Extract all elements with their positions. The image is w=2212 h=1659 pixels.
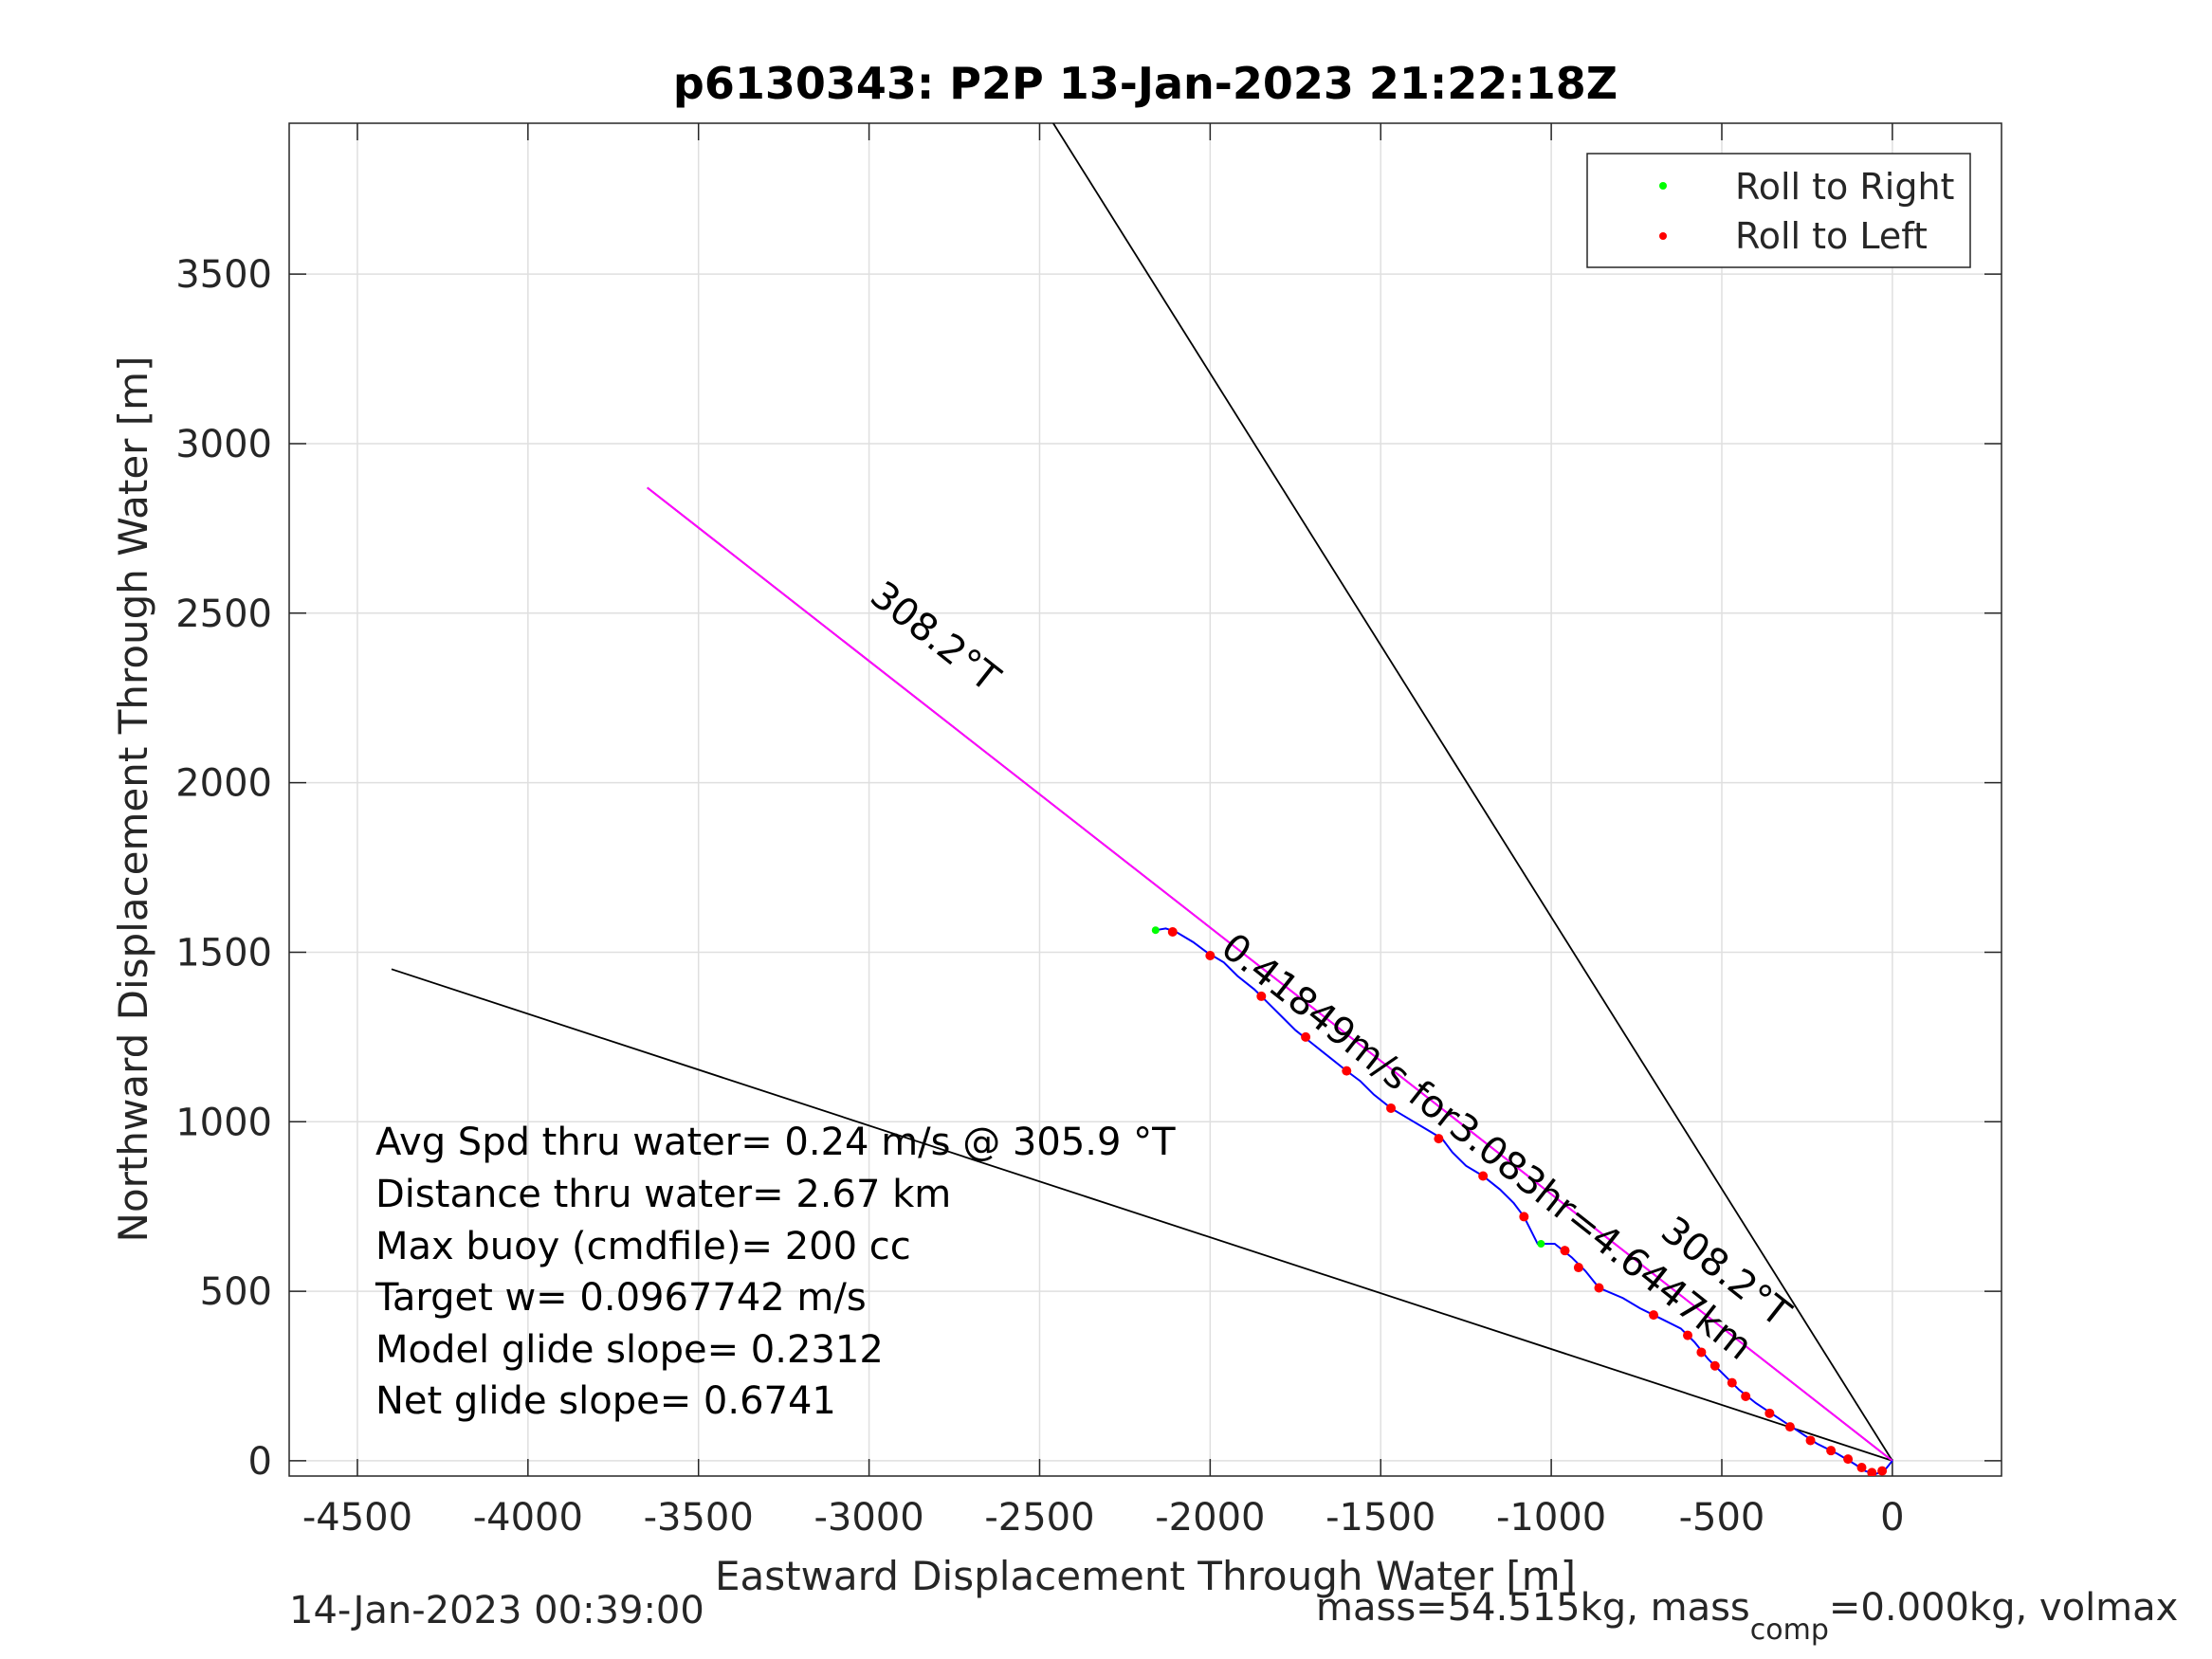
y-tick-label: 0 [248,1440,272,1484]
roll-left-point [1434,1134,1444,1144]
axes-box [288,122,2002,1477]
ticks: -4500 -4000 -3500 -3000 -2500 -2000 -1500 -1000… [175,123,2002,1540]
legend-box [1586,153,1971,268]
roll-left-point [1826,1446,1837,1456]
y-tick-label: 500 [200,1270,272,1314]
roll-left-point [1877,1466,1888,1476]
stat-model-glide: Model glide slope= 0.2312 [375,1328,884,1372]
reference-line-0 [1052,123,1893,1462]
roll-left-point [1594,1283,1604,1293]
roll-left-point [1573,1263,1583,1273]
y-tick-label: 2000 [175,762,272,806]
roll-left-point [1301,1031,1311,1042]
x-tick-label: -2500 [984,1496,1094,1540]
footer-mass-part2: =0.000kg, volmax [1829,1586,2178,1630]
y-tick-label: 2500 [175,592,272,636]
footer-mass-subscript: comp [1750,1613,1829,1647]
roll-right-point [1151,926,1160,935]
footer-mass-info: mass=54.515kg, masscomp=0.000kg, volmax [1316,1586,2178,1647]
x-tick-label: -1000 [1496,1496,1606,1540]
roll-left-point [1386,1103,1397,1113]
x-tick-label: -3000 [814,1496,923,1540]
roll-left-point [1519,1212,1529,1222]
roll-left-point [1727,1377,1737,1388]
stat-target-w: Target w= 0.0967742 m/s [375,1276,867,1320]
roll-left-point [1696,1347,1707,1358]
roll-left-point [1342,1066,1352,1076]
y-tick-label: 3500 [175,253,272,297]
y-tick-label: 1000 [175,1101,272,1144]
roll-left-point [1167,926,1178,937]
roll-left-point [1843,1454,1854,1465]
roll-left-point [1683,1330,1693,1340]
reference-line-3 [647,486,1893,1462]
stat-max-buoy: Max buoy (cmdfile)= 200 cc [375,1225,911,1268]
footer-timestamp: 14-Jan-2023 00:39:00 [289,1589,704,1632]
stat-net-glide: Net glide slope= 0.6741 [375,1379,836,1423]
x-tick-label: -1500 [1325,1496,1435,1540]
roll-left-point [1856,1463,1867,1473]
roll-left-point [1478,1171,1489,1181]
y-tick-label: 1500 [175,931,272,975]
roll-left-point [1867,1468,1877,1476]
y-axis-label: Northward Displacement Through Water [m] [110,356,156,1243]
stats-block: Avg Spd thru water= 0.24 m/s @ 305.9 °T … [375,1121,1176,1423]
legend-marker-roll-left [1659,232,1667,240]
roll-left-point [1560,1246,1570,1256]
x-tick-label: -4000 [473,1496,583,1540]
x-tick-label: -2000 [1155,1496,1265,1540]
roll-left-point [1205,951,1216,961]
x-tick-label: -3500 [644,1496,754,1540]
stat-distance: Distance thru water= 2.67 km [375,1173,951,1216]
legend-label-roll-left: Roll to Left [1735,215,1928,257]
grid [289,123,2002,1476]
roll-left-point [1256,991,1267,1001]
footer-mass-part1: mass=54.515kg, mass [1316,1586,1750,1630]
reference-line-1 [391,968,1893,1462]
y-tick-label: 3000 [175,423,272,466]
x-axis-label: Eastward Displacement Through Water [m] [715,1553,1576,1599]
x-tick-label: 0 [1880,1496,1904,1540]
legend: Roll to Right Roll to Left [1586,153,1971,268]
roll-left-point [1764,1408,1775,1418]
roll-left-point [1741,1391,1751,1401]
legend-label-roll-right: Roll to Right [1735,166,1954,208]
roll-left-point [1649,1310,1659,1321]
roll-right-point [1537,1240,1545,1249]
legend-marker-roll-right [1659,182,1667,190]
chart-title: p6130343: P2P 13-Jan-2023 21:22:18Z [673,58,1618,109]
roll-left-point [1709,1360,1720,1371]
roll-left-point [1805,1435,1816,1446]
x-tick-label: -500 [1679,1496,1765,1540]
x-tick-label: -4500 [302,1496,412,1540]
stat-avg-speed: Avg Spd thru water= 0.24 m/s @ 305.9 °T [375,1121,1176,1164]
roll-left-point [1784,1422,1795,1432]
series [391,123,1893,1476]
